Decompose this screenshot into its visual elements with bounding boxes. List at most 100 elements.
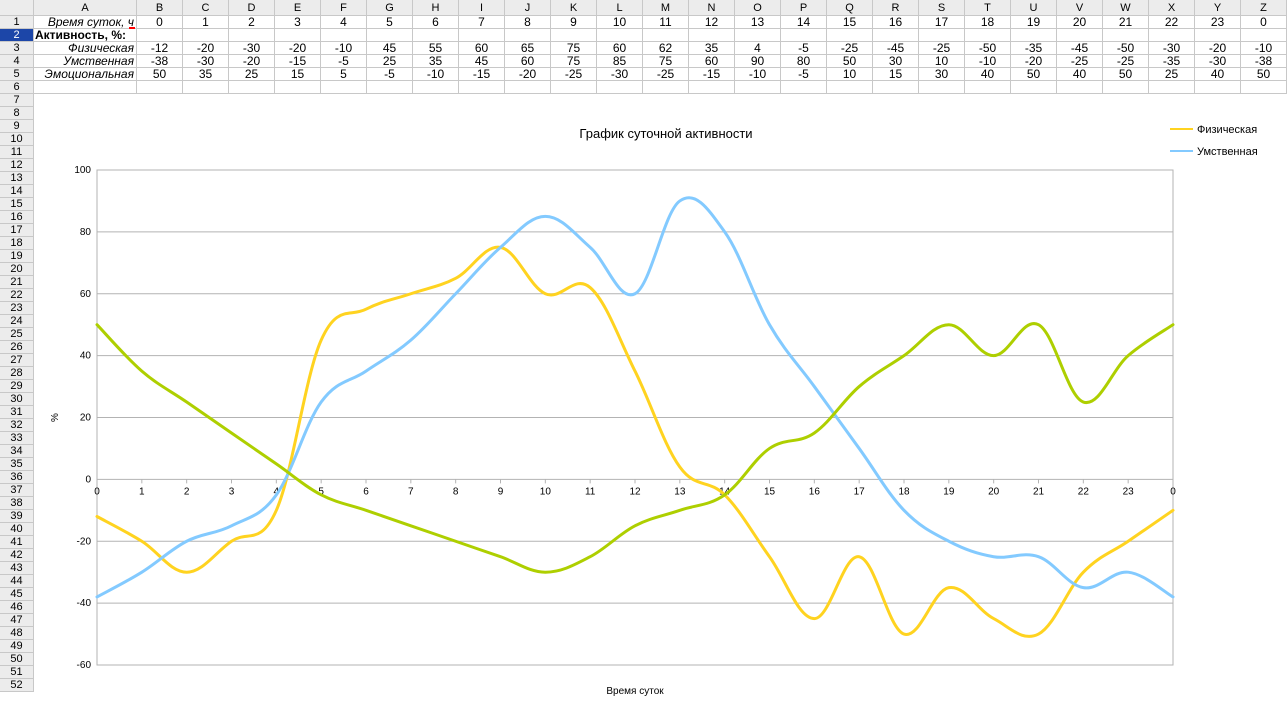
cell-row1-11[interactable]: 11 — [643, 16, 689, 29]
grid-cell[interactable] — [1103, 29, 1149, 42]
row-header-23[interactable]: 23 — [0, 302, 34, 315]
cell-row4-16[interactable]: 30 — [873, 55, 919, 68]
cell-row5-3[interactable]: 15 — [275, 68, 321, 81]
cell-row4-9[interactable]: 75 — [551, 55, 597, 68]
cell-row4-14[interactable]: 80 — [781, 55, 827, 68]
row-label-row1[interactable]: Время суток, ч — [34, 16, 137, 29]
grid-cell[interactable] — [413, 29, 459, 42]
row-header-45[interactable]: 45 — [0, 588, 34, 601]
row-header-6[interactable]: 6 — [0, 81, 34, 94]
grid-cell[interactable] — [137, 81, 183, 94]
cell-row3-19[interactable]: -35 — [1011, 42, 1057, 55]
column-header-f[interactable]: F — [321, 0, 367, 16]
cell-row3-0[interactable]: -12 — [137, 42, 183, 55]
cell-row3-15[interactable]: -25 — [827, 42, 873, 55]
cell-row1-22[interactable]: 22 — [1149, 16, 1195, 29]
grid-cell[interactable] — [137, 29, 183, 42]
cell-row3-17[interactable]: -25 — [919, 42, 965, 55]
cell-row4-17[interactable]: 10 — [919, 55, 965, 68]
row-header-52[interactable]: 52 — [0, 679, 34, 692]
grid-cell[interactable] — [689, 29, 735, 42]
column-header-k[interactable]: K — [551, 0, 597, 16]
row-header-34[interactable]: 34 — [0, 445, 34, 458]
cell-row3-18[interactable]: -50 — [965, 42, 1011, 55]
grid-cell[interactable] — [1011, 29, 1057, 42]
cell-row1-16[interactable]: 16 — [873, 16, 919, 29]
cell-row1-5[interactable]: 5 — [367, 16, 413, 29]
row-header-30[interactable]: 30 — [0, 393, 34, 406]
row-header-1[interactable]: 1 — [0, 16, 34, 29]
cell-row4-22[interactable]: -35 — [1149, 55, 1195, 68]
row-header-31[interactable]: 31 — [0, 406, 34, 419]
grid-cell[interactable] — [827, 81, 873, 94]
cell-row3-24[interactable]: -10 — [1241, 42, 1287, 55]
column-header-i[interactable]: I — [459, 0, 505, 16]
cell-row1-10[interactable]: 10 — [597, 16, 643, 29]
row-header-42[interactable]: 42 — [0, 549, 34, 562]
cell-row1-17[interactable]: 17 — [919, 16, 965, 29]
column-header-z[interactable]: Z — [1241, 0, 1287, 16]
grid-cell[interactable] — [459, 29, 505, 42]
cell-row1-8[interactable]: 8 — [505, 16, 551, 29]
column-header-e[interactable]: E — [275, 0, 321, 16]
cell-row1-24[interactable]: 0 — [1241, 16, 1287, 29]
grid-cell[interactable] — [183, 81, 229, 94]
cell-row5-0[interactable]: 50 — [137, 68, 183, 81]
row-header-7[interactable]: 7 — [0, 94, 34, 107]
cell-row4-6[interactable]: 35 — [413, 55, 459, 68]
cell-row4-11[interactable]: 75 — [643, 55, 689, 68]
cell-row5-6[interactable]: -10 — [413, 68, 459, 81]
row-header-12[interactable]: 12 — [0, 159, 34, 172]
cell-row4-19[interactable]: -20 — [1011, 55, 1057, 68]
row-header-39[interactable]: 39 — [0, 510, 34, 523]
row-header-27[interactable]: 27 — [0, 354, 34, 367]
grid-cell[interactable] — [321, 29, 367, 42]
cell-row3-7[interactable]: 60 — [459, 42, 505, 55]
row-header-38[interactable]: 38 — [0, 497, 34, 510]
grid-cell[interactable] — [965, 29, 1011, 42]
row-label-row2[interactable]: Активность, %: — [34, 29, 137, 42]
row-header-10[interactable]: 10 — [0, 133, 34, 146]
grid-cell[interactable] — [597, 81, 643, 94]
row-header-22[interactable]: 22 — [0, 289, 34, 302]
cell-row5-16[interactable]: 15 — [873, 68, 919, 81]
column-header-s[interactable]: S — [919, 0, 965, 16]
column-header-c[interactable]: C — [183, 0, 229, 16]
row-header-47[interactable]: 47 — [0, 614, 34, 627]
cell-row3-5[interactable]: 45 — [367, 42, 413, 55]
grid-cell[interactable] — [689, 81, 735, 94]
cell-row5-23[interactable]: 40 — [1195, 68, 1241, 81]
cell-row5-12[interactable]: -15 — [689, 68, 735, 81]
grid-cell[interactable] — [1011, 81, 1057, 94]
cell-row3-8[interactable]: 65 — [505, 42, 551, 55]
cell-row3-9[interactable]: 75 — [551, 42, 597, 55]
cell-row4-3[interactable]: -15 — [275, 55, 321, 68]
row-header-51[interactable]: 51 — [0, 666, 34, 679]
grid-cell[interactable] — [827, 29, 873, 42]
cell-row3-4[interactable]: -10 — [321, 42, 367, 55]
cell-row3-23[interactable]: -20 — [1195, 42, 1241, 55]
column-header-o[interactable]: O — [735, 0, 781, 16]
grid-cell[interactable] — [1149, 29, 1195, 42]
cell-row5-2[interactable]: 25 — [229, 68, 275, 81]
row-header-29[interactable]: 29 — [0, 380, 34, 393]
cell-row4-15[interactable]: 50 — [827, 55, 873, 68]
row-header-24[interactable]: 24 — [0, 315, 34, 328]
row-label-row3[interactable]: Физическая — [34, 42, 137, 55]
cell-row3-21[interactable]: -50 — [1103, 42, 1149, 55]
cell-row1-1[interactable]: 1 — [183, 16, 229, 29]
cell-row4-18[interactable]: -10 — [965, 55, 1011, 68]
cell-row1-15[interactable]: 15 — [827, 16, 873, 29]
column-header-n[interactable]: N — [689, 0, 735, 16]
cell-row5-14[interactable]: -5 — [781, 68, 827, 81]
cell-row5-8[interactable]: -20 — [505, 68, 551, 81]
row-header-20[interactable]: 20 — [0, 263, 34, 276]
cell-row3-11[interactable]: 62 — [643, 42, 689, 55]
column-header-d[interactable]: D — [229, 0, 275, 16]
row-header-35[interactable]: 35 — [0, 458, 34, 471]
grid-cell[interactable] — [735, 81, 781, 94]
column-header-l[interactable]: L — [597, 0, 643, 16]
grid-cell[interactable] — [505, 81, 551, 94]
cell-row4-4[interactable]: -5 — [321, 55, 367, 68]
